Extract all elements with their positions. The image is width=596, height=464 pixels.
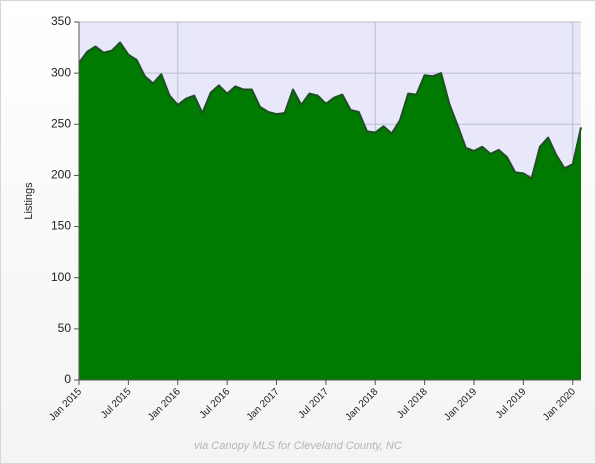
x-tick-label: Jan 2015 (47, 386, 84, 423)
y-tick-label: 0 (64, 372, 71, 386)
x-axis-ticks: Jan 2015 Jul 2015 Jan 2016 Jul 2016 Jan 2017… (47, 380, 578, 423)
y-axis-label: Listings (23, 182, 35, 220)
y-tick-label: 50 (58, 321, 72, 335)
x-tick-label: Jul 2019 (494, 386, 529, 421)
y-tick-label: 350 (51, 14, 71, 28)
x-tick-label: Jan 2019 (442, 386, 479, 423)
y-axis-ticks: 0 50 100 150 200 250 300 350 (51, 14, 79, 386)
x-tick-label: Jan 2017 (245, 386, 282, 423)
x-tick-label: Jan 2018 (344, 386, 381, 423)
listings-area-series (79, 42, 581, 380)
y-tick-label: 250 (51, 116, 71, 130)
x-tick-label: Jan 2016 (146, 386, 183, 423)
x-tick-label: Jul 2018 (395, 386, 430, 421)
axes (78, 22, 581, 381)
x-tick-label: Jul 2015 (99, 386, 134, 421)
x-tick-label: Jan 2020 (541, 386, 578, 423)
x-tick-label: Jul 2016 (198, 386, 233, 421)
y-tick-label: 300 (51, 65, 71, 79)
y-tick-label: 100 (51, 270, 71, 284)
y-tick-label: 150 (51, 219, 71, 233)
source-note: via Canopy MLS for Cleveland County, NC (194, 440, 402, 452)
x-tick-label: Jul 2017 (296, 386, 331, 421)
y-tick-label: 200 (51, 168, 71, 182)
listings-line-series (78, 41, 582, 180)
